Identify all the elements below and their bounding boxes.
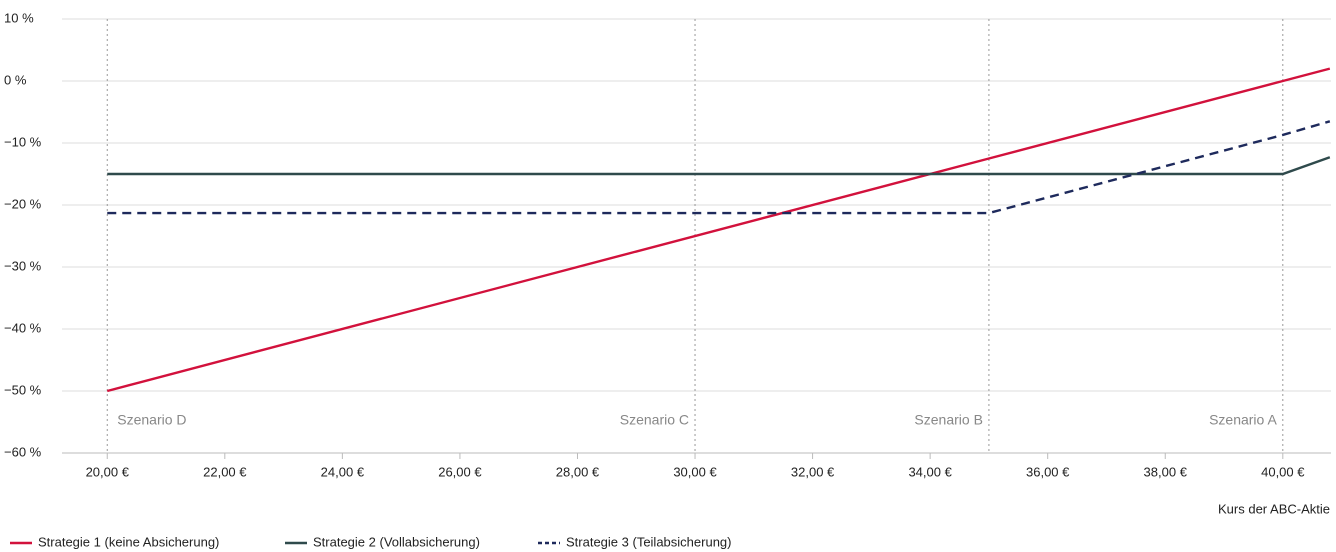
series-line xyxy=(107,156,1331,176)
x-axis-label: Kurs der ABC-Aktie xyxy=(1218,501,1330,516)
y-tick-label: −30 % xyxy=(4,258,42,273)
x-tick-label: 36,00 € xyxy=(1026,464,1070,479)
scenario-label: Szenario A xyxy=(1209,412,1277,428)
x-tick-label: 32,00 € xyxy=(791,464,835,479)
y-tick-label: −50 % xyxy=(4,382,42,397)
x-tick-label: 26,00 € xyxy=(438,464,482,479)
x-tick-label: 40,00 € xyxy=(1261,464,1305,479)
y-tick-label: −20 % xyxy=(4,196,42,211)
scenario-label: Szenario C xyxy=(620,412,689,428)
x-tick-label: 24,00 € xyxy=(321,464,365,479)
y-tick-label: 10 % xyxy=(4,10,34,25)
x-tick-label: 22,00 € xyxy=(203,464,247,479)
scenario-label: Szenario D xyxy=(117,412,186,428)
legend-label: Strategie 3 (Teilabsicherung) xyxy=(566,534,731,549)
series-line xyxy=(106,67,1331,393)
y-tick-label: −10 % xyxy=(4,134,42,149)
legend-label: Strategie 1 (keine Absicherung) xyxy=(38,534,219,549)
x-tick-label: 20,00 € xyxy=(86,464,130,479)
scenario-label: Szenario B xyxy=(914,412,982,428)
y-tick-label: 0 % xyxy=(4,72,27,87)
y-tick-label: −60 % xyxy=(4,444,42,459)
x-tick-label: 30,00 € xyxy=(673,464,717,479)
series-line xyxy=(107,120,1331,215)
x-tick-label: 38,00 € xyxy=(1144,464,1188,479)
x-tick-label: 28,00 € xyxy=(556,464,600,479)
legend-label: Strategie 2 (Vollabsicherung) xyxy=(313,534,480,549)
x-tick-label: 34,00 € xyxy=(908,464,952,479)
y-tick-label: −40 % xyxy=(4,320,42,335)
